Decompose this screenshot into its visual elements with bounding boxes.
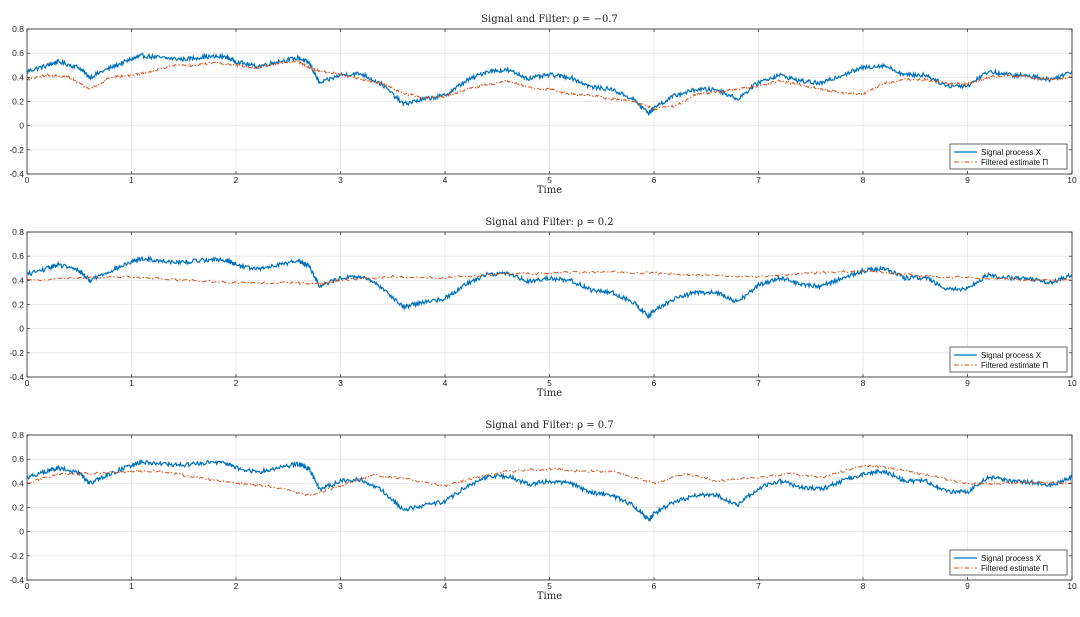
x-tick-label: 2 (234, 175, 239, 185)
chart-title: Signal and Filter: ρ = 0.2 (485, 217, 613, 228)
y-tick-label: -0.2 (9, 348, 24, 358)
x-tick-label: 2 (234, 378, 239, 388)
x-tick-label: 1 (129, 175, 134, 185)
x-tick-label: 8 (861, 378, 866, 388)
x-tick-label: 0 (25, 378, 30, 388)
series-line-filter (26, 464, 1073, 497)
x-tick-label: 2 (234, 581, 239, 591)
series-line-filter (26, 269, 1073, 287)
legend-entry: Filtered estimate Π (981, 564, 1048, 573)
chart-title: Signal and Filter: ρ = −0.7 (481, 14, 618, 25)
x-tick-label: 10 (1067, 581, 1077, 591)
legend-entry: Filtered estimate Π (981, 361, 1048, 370)
series-line-signal (26, 459, 1073, 523)
x-tick-label: 9 (965, 378, 970, 388)
x-tick-label: 1 (129, 378, 134, 388)
x-tick-label: 9 (965, 175, 970, 185)
x-tick-label: 8 (861, 581, 866, 591)
subplot-2: 0 1 2 3 4 5 6 7 8 9 10 0.8 0.6 0.4 0.2 0 -0.2 -0.4 Signal … (9, 217, 1077, 399)
y-tick-label: 0.8 (12, 430, 24, 440)
y-tick-label: 0.2 (12, 503, 24, 513)
x-tick-label: 4 (443, 581, 448, 591)
series-line-signal (26, 254, 1073, 320)
legend-entry: Filtered estimate Π (981, 158, 1048, 167)
x-tick-label: 6 (652, 175, 657, 185)
chart-title: Signal and Filter: ρ = 0.7 (485, 420, 613, 431)
y-tick-label: 0.8 (12, 227, 24, 237)
x-tick-label: 5 (547, 378, 552, 388)
y-tick-label: 0 (19, 527, 24, 537)
x-tick-label: 7 (756, 378, 761, 388)
legend-box (949, 346, 1068, 373)
y-tick-label: -0.2 (9, 551, 24, 561)
x-tick-label: 5 (547, 581, 552, 591)
x-axis-label: Time (537, 388, 562, 399)
subplot-3: 0 1 2 3 4 5 6 7 8 9 10 0.8 0.6 0.4 0.2 0 -0.2 -0.4 Signal … (9, 420, 1077, 602)
x-tick-label: 0 (25, 175, 30, 185)
x-tick-label: 3 (338, 378, 343, 388)
y-tick-label: 0.6 (12, 251, 24, 261)
legend-box (949, 549, 1068, 576)
y-tick-label: 0.8 (12, 24, 24, 34)
legend-box (949, 143, 1068, 170)
x-axis-label: Time (537, 591, 562, 602)
y-tick-label: -0.4 (9, 372, 24, 382)
x-tick-label: 10 (1067, 378, 1077, 388)
y-tick-label: 0.2 (12, 300, 24, 310)
legend-entry: Signal process X (981, 554, 1042, 563)
x-tick-label: 0 (25, 581, 30, 591)
series-line-filter (26, 59, 1073, 111)
x-tick-label: 9 (965, 581, 970, 591)
y-tick-label: 0.4 (12, 72, 24, 82)
x-tick-label: 8 (861, 175, 866, 185)
y-tick-label: 0.6 (12, 454, 24, 464)
subplot-1: 0 1 2 3 4 5 6 7 8 9 10 0.8 0.6 0.4 0.2 0 -0.2 -0.4 Signal … (9, 14, 1077, 196)
y-tick-label: 0.2 (12, 97, 24, 107)
x-tick-label: 5 (547, 175, 552, 185)
x-axis-label: Time (537, 185, 562, 196)
x-tick-label: 10 (1067, 175, 1077, 185)
y-tick-label: -0.4 (9, 169, 24, 179)
y-tick-label: -0.2 (9, 145, 24, 155)
y-tick-label: 0.4 (12, 275, 24, 285)
x-tick-label: 4 (443, 175, 448, 185)
x-tick-label: 7 (756, 581, 761, 591)
y-tick-label: -0.4 (9, 575, 24, 585)
x-tick-label: 4 (443, 378, 448, 388)
x-tick-label: 6 (652, 378, 657, 388)
series-line-signal (26, 52, 1073, 116)
x-tick-label: 3 (338, 175, 343, 185)
y-tick-label: 0.4 (12, 478, 24, 488)
x-tick-label: 7 (756, 175, 761, 185)
x-tick-label: 1 (129, 581, 134, 591)
x-tick-label: 6 (652, 581, 657, 591)
y-tick-label: 0 (19, 324, 24, 334)
y-tick-label: 0 (19, 121, 24, 131)
legend-entry: Signal process X (981, 351, 1042, 360)
x-tick-label: 3 (338, 581, 343, 591)
y-tick-label: 0.6 (12, 48, 24, 58)
legend-entry: Signal process X (981, 148, 1042, 157)
